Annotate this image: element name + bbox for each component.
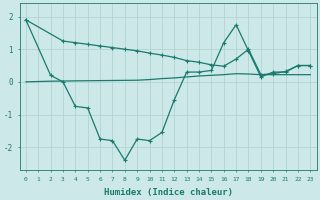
- X-axis label: Humidex (Indice chaleur): Humidex (Indice chaleur): [104, 188, 233, 197]
